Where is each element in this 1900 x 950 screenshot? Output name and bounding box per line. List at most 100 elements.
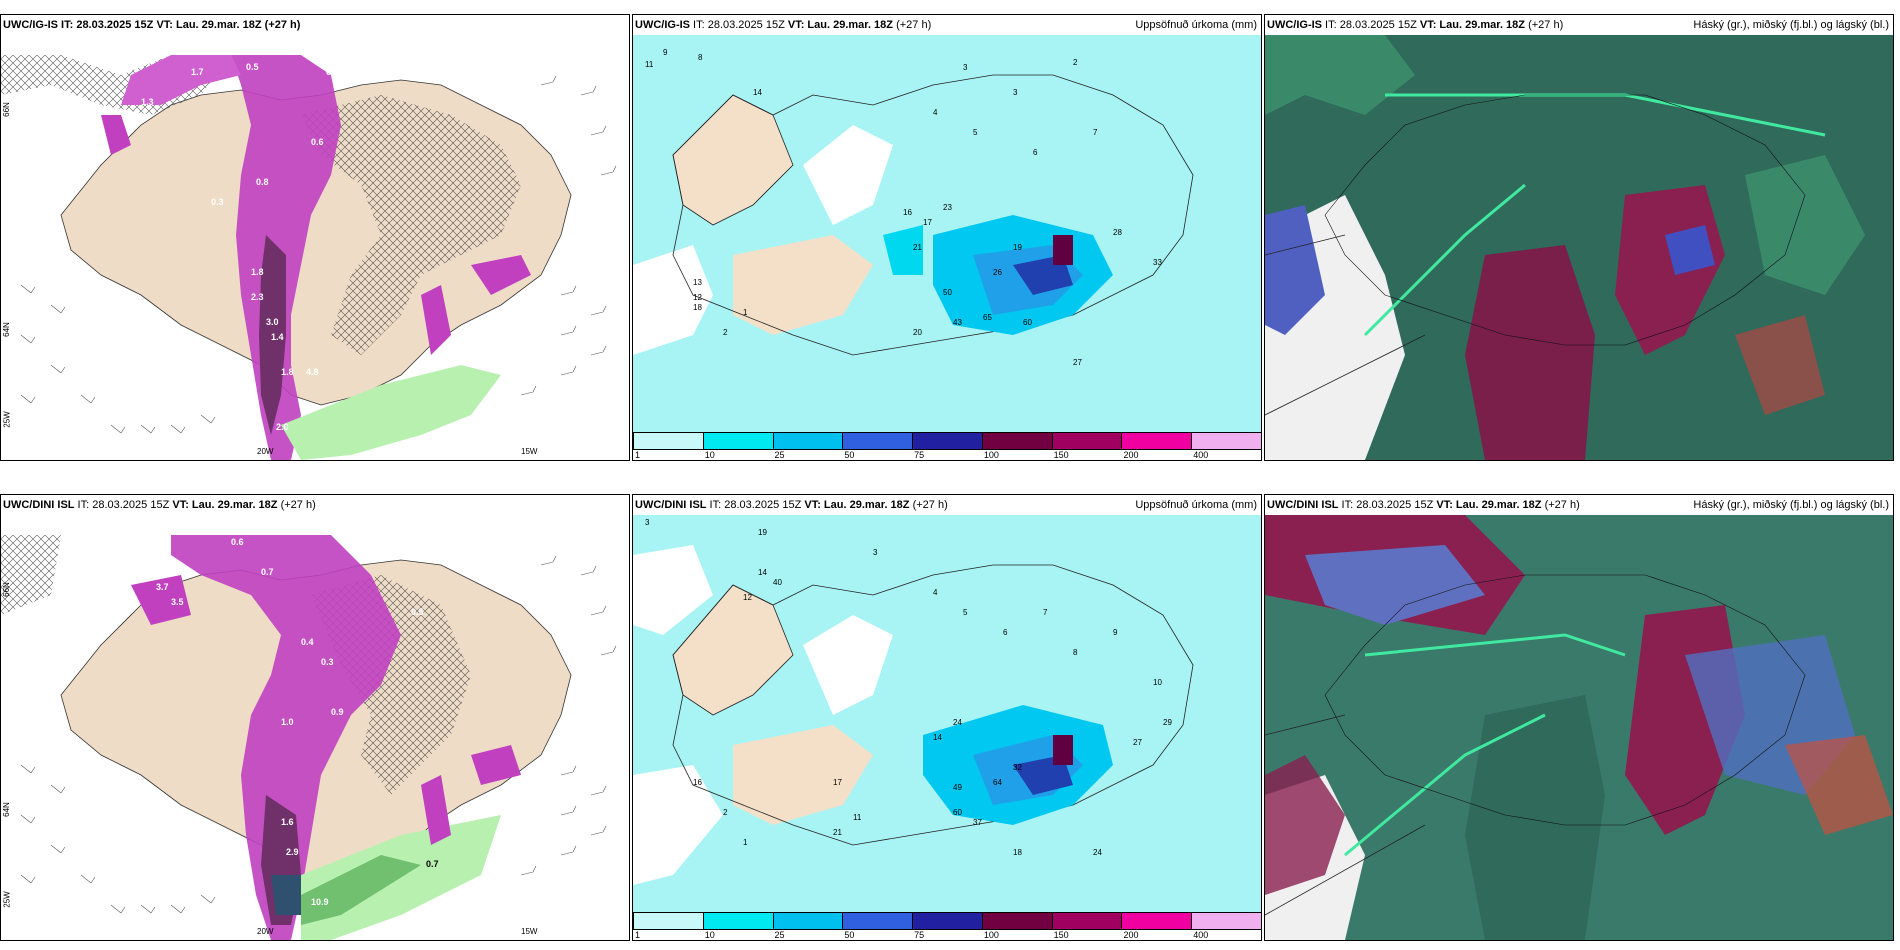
svg-text:19: 19 (758, 528, 767, 537)
svg-text:1.4: 1.4 (271, 332, 284, 342)
svg-text:3.7: 3.7 (156, 582, 169, 592)
svg-text:2.0: 2.0 (276, 422, 289, 432)
svg-text:10: 10 (1153, 678, 1162, 687)
svg-text:12: 12 (743, 593, 752, 602)
svg-text:32: 32 (1013, 763, 1022, 772)
precip-core (271, 875, 301, 915)
svg-text:20: 20 (913, 328, 922, 337)
svg-text:49: 49 (953, 783, 962, 792)
svg-text:27: 27 (1133, 738, 1142, 747)
panel-bottom-right: UWC/DINI ISL IT: 28.03.2025 15Z VT: Lau.… (1264, 494, 1894, 941)
svg-text:3: 3 (873, 548, 878, 557)
svg-text:3: 3 (1013, 88, 1018, 97)
svg-text:1.8: 1.8 (281, 367, 294, 377)
svg-text:0.5: 0.5 (246, 62, 259, 72)
svg-text:1.0: 1.0 (281, 717, 294, 727)
svg-text:16: 16 (903, 208, 912, 217)
colorbar-tick-label: 50 (844, 930, 855, 940)
svg-text:4: 4 (933, 588, 938, 597)
colorbar-tick-label: 75 (914, 450, 925, 460)
svg-text:0.8: 0.8 (311, 522, 324, 532)
panel-header: UWC/DINI ISL IT: 28.03.2025 15Z VT: Lau.… (633, 495, 1261, 515)
panel-header: UWC/DINI ISL IT: 28.03.2025 15Z VT: Lau.… (1265, 495, 1893, 515)
svg-text:27: 27 (1073, 358, 1082, 367)
svg-text:24: 24 (953, 718, 962, 727)
svg-text:3.5: 3.5 (171, 597, 184, 607)
green-band (281, 365, 501, 460)
colorbar-segment (1121, 432, 1193, 450)
svg-text:1.3: 1.3 (141, 97, 154, 107)
svg-text:14: 14 (933, 733, 942, 742)
svg-text:11: 11 (645, 60, 654, 69)
svg-text:2.3: 2.3 (251, 292, 264, 302)
svg-text:3: 3 (963, 63, 968, 72)
svg-text:40: 40 (773, 578, 782, 587)
hatched-area (301, 95, 521, 355)
wind-barbs (20, 555, 617, 914)
panel-header: UWC/IG-IS IT: 28.03.2025 15Z VT: Lau. 29… (1, 15, 629, 35)
precip-band (171, 535, 401, 940)
panel-header: UWC/DINI ISL IT: 28.03.2025 15Z VT: Lau.… (1, 495, 629, 515)
svg-text:0.7: 0.7 (326, 67, 339, 77)
svg-text:8: 8 (698, 53, 703, 62)
panel-bottom-left: UWC/DINI ISL IT: 28.03.2025 15Z VT: Lau.… (0, 494, 630, 941)
colorbar-tick-label: 150 (1053, 450, 1069, 460)
lat-label-64n: 64N (1, 322, 11, 337)
colorbar-tick-label: 400 (1193, 930, 1209, 940)
svg-text:0.6: 0.6 (231, 537, 244, 547)
colorbar-segment (981, 912, 1053, 930)
svg-text:14: 14 (758, 568, 767, 577)
svg-text:5: 5 (973, 128, 978, 137)
svg-text:1.7: 1.7 (191, 67, 204, 77)
svg-text:21: 21 (913, 243, 922, 252)
svg-text:4: 4 (933, 108, 938, 117)
svg-text:18: 18 (693, 303, 702, 312)
svg-text:2: 2 (1073, 58, 1078, 67)
colorbar-tick-label: 100 (983, 930, 999, 940)
svg-text:0.9: 0.9 (331, 707, 344, 717)
svg-text:60: 60 (1023, 318, 1032, 327)
svg-text:3.0: 3.0 (266, 317, 279, 327)
panel-top-middle: UWC/IG-IS IT: 28.03.2025 15Z VT: Lau. 29… (632, 14, 1262, 461)
precip-colorbar: 1 10 25 50 75 100 150 200 400 (633, 912, 1261, 940)
svg-text:13: 13 (693, 278, 702, 287)
colorbar-segment (1051, 912, 1123, 930)
precip-east (421, 775, 451, 845)
svg-text:16: 16 (693, 778, 702, 787)
svg-text:12: 12 (693, 293, 702, 302)
svg-text:64: 64 (993, 778, 1002, 787)
svg-text:7: 7 (1043, 608, 1048, 617)
svg-text:17: 17 (833, 778, 842, 787)
colorbar-tick-label: 200 (1123, 450, 1139, 460)
svg-text:6: 6 (1003, 628, 1008, 637)
svg-text:5: 5 (963, 608, 968, 617)
svg-text:19: 19 (1013, 243, 1022, 252)
colorbar-segment (842, 912, 914, 930)
svg-text:65: 65 (983, 313, 992, 322)
svg-text:4.8: 4.8 (306, 367, 319, 377)
panel-bottom-middle: UWC/DINI ISL IT: 28.03.2025 15Z VT: Lau.… (632, 494, 1262, 941)
precip-arc (121, 55, 241, 105)
svg-text:26: 26 (993, 268, 1002, 277)
colorbar-segment (633, 912, 704, 930)
precip-band-dark (259, 235, 286, 435)
svg-text:0.3: 0.3 (321, 657, 334, 667)
colorbar-segment (981, 432, 1053, 450)
colorbar-segment (912, 432, 983, 450)
svg-text:37: 37 (973, 818, 982, 827)
svg-text:0.7: 0.7 (261, 567, 274, 577)
svg-text:0.7: 0.7 (426, 859, 439, 869)
svg-text:0.6: 0.6 (311, 137, 324, 147)
cloud-cover-map (1265, 515, 1893, 940)
svg-text:33: 33 (1153, 258, 1162, 267)
svg-text:6: 6 (1033, 148, 1038, 157)
svg-text:28: 28 (1113, 228, 1122, 237)
cloud-cover-map (1265, 35, 1893, 460)
colorbar-tick-label: 1 (635, 930, 641, 940)
svg-text:0.5: 0.5 (411, 607, 424, 617)
colorbar-segment (912, 912, 983, 930)
svg-text:1.6: 1.6 (281, 817, 294, 827)
iceland-outline (1324, 94, 1806, 346)
colorbar-segment (772, 432, 844, 450)
lat-label-25w: 25W (2, 411, 12, 428)
